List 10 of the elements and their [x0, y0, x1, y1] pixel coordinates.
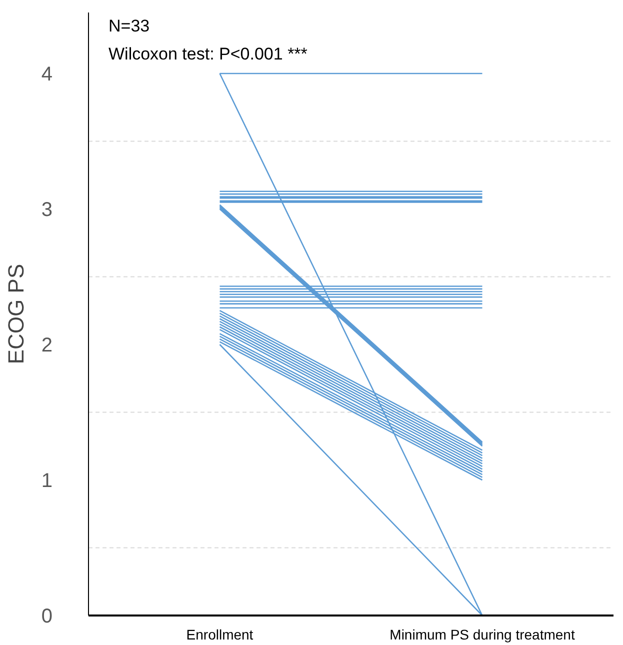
y-tick-label: 4 [41, 63, 52, 86]
y-tick-label: 2 [41, 334, 52, 356]
x-tick-label: Enrollment [186, 626, 254, 642]
y-tick-label: 1 [41, 470, 52, 492]
annotation: Wilcoxon test: P<0.001 *** [108, 44, 308, 64]
y-tick-label: 0 [41, 606, 52, 628]
x-tick-label: Minimum PS during treatment [390, 626, 575, 642]
y-axis-title: ECOG PS [3, 264, 28, 364]
y-tick-label: 3 [41, 198, 52, 221]
annotation: N=33 [108, 16, 150, 36]
